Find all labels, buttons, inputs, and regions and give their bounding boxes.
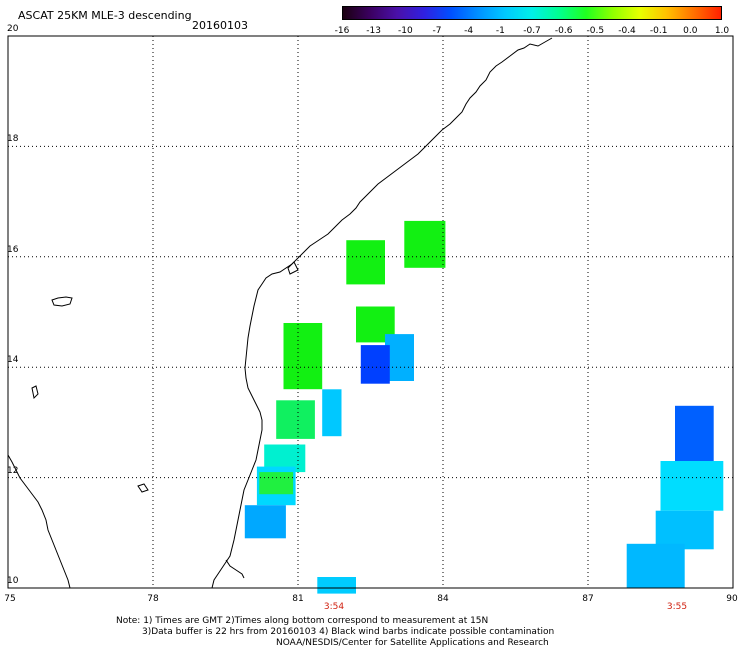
coastline-mannar xyxy=(7,454,71,589)
colorbar-label-1: -13 xyxy=(366,26,382,36)
footnote-line-2: 3)Data buffer is 22 hrs from 20160103 4)… xyxy=(142,627,555,637)
lon-label-90: 90 xyxy=(726,594,738,604)
data-cell-11 xyxy=(244,505,286,539)
colorbar-label-12: 1.0 xyxy=(714,26,730,36)
product-title: ASCAT 25KM MLE-3 descending xyxy=(18,9,192,22)
colorbar-label-2: -10 xyxy=(397,26,413,36)
lake-chilika xyxy=(51,296,73,307)
data-cell-1 xyxy=(404,220,446,268)
colorbar-label-4: -4 xyxy=(464,26,474,36)
footnote: Note: 1) Times are GMT 2)Times along bot… xyxy=(116,616,554,649)
lat-label-12: 12 xyxy=(7,465,19,476)
date-label: 20160103 xyxy=(192,19,248,32)
lon-label-78: 78 xyxy=(147,594,159,604)
data-cell-5 xyxy=(360,345,390,384)
colorbar-label-5: -1 xyxy=(495,26,505,36)
colorbar-label-8: -0.5 xyxy=(586,26,605,36)
data-cell-12 xyxy=(317,577,356,594)
data-cell-16 xyxy=(626,543,685,588)
data-cell-14 xyxy=(660,461,724,511)
swath-time-left: 3:54 xyxy=(323,602,345,612)
inland-feature-3 xyxy=(31,385,39,400)
coastline-india-east xyxy=(211,37,553,589)
data-cells-layer xyxy=(244,220,724,594)
lat-label-14: 14 xyxy=(7,355,19,366)
colorbar-label-9: -0.4 xyxy=(618,26,636,36)
lat-label-16: 16 xyxy=(7,244,19,255)
inland-feature-2 xyxy=(137,483,149,493)
colorbar-label-7: -0.6 xyxy=(554,26,573,36)
lon-label-75: 75 xyxy=(4,594,16,604)
data-cell-6 xyxy=(322,389,342,437)
lat-lon-grid xyxy=(8,36,733,588)
lat-label-10: 10 xyxy=(7,576,19,586)
lat-label-18: 18 xyxy=(7,134,19,145)
colorbar-label-6: -0.7 xyxy=(523,26,541,36)
data-cell-10 xyxy=(259,472,294,495)
swath-time-right: 3:55 xyxy=(666,602,688,612)
colorbar-label-11: 0.0 xyxy=(683,26,698,36)
colorbar-label-10: -0.1 xyxy=(649,26,668,36)
inland-feature xyxy=(287,261,299,275)
lon-label-81: 81 xyxy=(292,594,304,604)
footnote-line-3: NOAA/NESDIS/Center for Satellite Applica… xyxy=(276,638,549,648)
data-cell-13 xyxy=(675,405,714,461)
map-frame xyxy=(7,35,734,589)
data-cell-4 xyxy=(385,334,414,381)
colorbar xyxy=(342,6,722,20)
lon-label-87: 87 xyxy=(582,594,594,604)
footnote-line-1: Note: 1) Times are GMT 2)Times along bot… xyxy=(116,616,489,626)
colorbar-label-3: -7 xyxy=(432,26,442,36)
data-cell-15 xyxy=(655,510,714,550)
data-cell-3 xyxy=(283,323,323,390)
data-cell-7 xyxy=(276,400,315,439)
lon-label-84: 84 xyxy=(437,594,449,604)
island-sri-lanka-edge xyxy=(225,559,245,579)
lat-label-20: 20 xyxy=(7,24,19,34)
colorbar-label-0: -16 xyxy=(334,26,350,36)
data-cell-0 xyxy=(346,240,385,285)
